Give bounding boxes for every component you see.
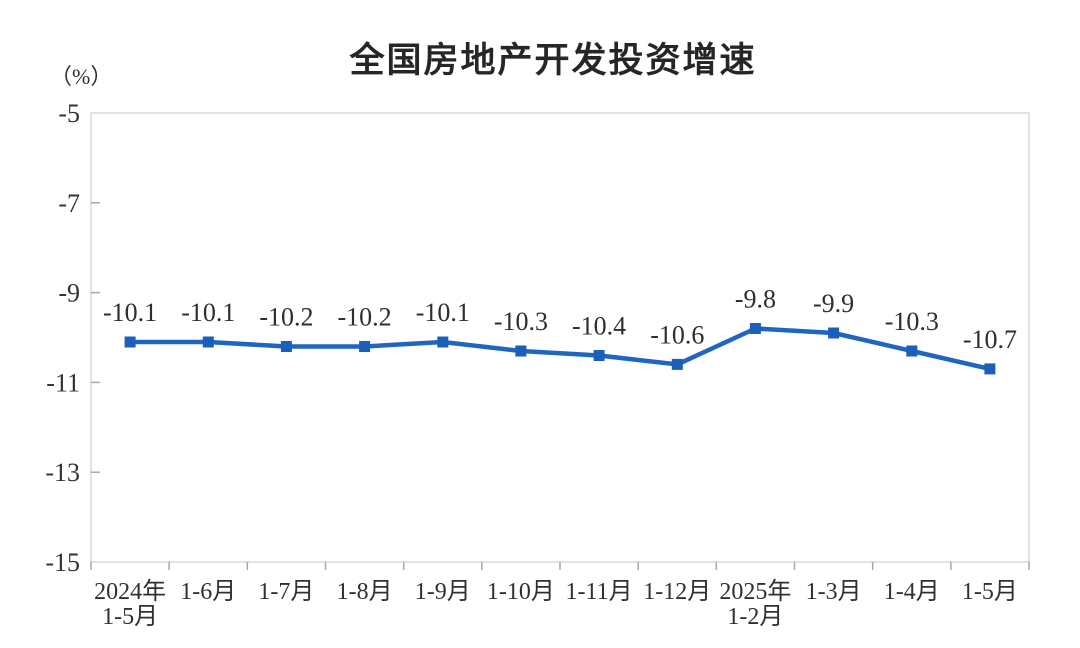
data-point-label: -10.1 xyxy=(416,298,470,327)
data-point-marker xyxy=(202,336,214,348)
x-axis-ticks xyxy=(90,562,1030,570)
y-tick-label: -7 xyxy=(58,189,80,218)
data-series-line xyxy=(127,326,993,372)
y-axis-unit-label: （%） xyxy=(50,64,112,89)
y-tick-label: -5 xyxy=(58,99,80,128)
data-point-markers xyxy=(124,323,996,375)
x-category-label: 1-10月 xyxy=(487,579,555,605)
y-tick-label: -13 xyxy=(45,458,80,487)
data-point-label: -10.3 xyxy=(494,307,548,336)
y-axis-tick-labels: -5 -7 -9 -11 -13 -15 xyxy=(45,99,80,577)
y-tick-label: -15 xyxy=(45,548,80,577)
data-point-marker xyxy=(515,345,527,357)
plot-area-border xyxy=(90,112,1030,563)
x-category-label: 1-8月 xyxy=(337,579,393,605)
x-category-label: 1-6月 xyxy=(180,579,236,605)
data-point-label: -10.1 xyxy=(181,298,235,327)
data-point-marker xyxy=(906,345,918,357)
x-category-label: 1-5月 xyxy=(102,604,158,630)
x-category-label: 1-3月 xyxy=(806,579,862,605)
data-point-label: -9.8 xyxy=(735,285,776,314)
data-point-marker xyxy=(437,336,449,348)
data-point-label: -10.4 xyxy=(572,312,626,341)
data-point-label: -10.1 xyxy=(103,298,157,327)
x-category-label: 1-2月 xyxy=(727,604,783,630)
data-point-marker xyxy=(359,341,371,352)
x-category-label: 1-4月 xyxy=(884,579,940,605)
data-point-labels: -10.1 -10.1 -10.2 -10.2 -10.1 -10.3 -10.4 -10.6… xyxy=(103,285,1017,354)
data-point-label: -10.3 xyxy=(885,307,939,336)
data-point-label: -10.6 xyxy=(650,320,704,349)
data-point-marker xyxy=(749,323,761,334)
data-point-label: -10.2 xyxy=(338,303,392,332)
data-point-marker xyxy=(671,358,683,370)
x-category-label: 1-11月 xyxy=(566,579,633,605)
x-category-label: 1-7月 xyxy=(258,579,314,605)
data-point-marker xyxy=(593,350,605,361)
x-category-label: 1-9月 xyxy=(415,579,471,605)
data-point-label: -10.2 xyxy=(259,303,313,332)
data-point-marker xyxy=(124,336,136,348)
y-axis-ticks xyxy=(91,202,100,473)
x-category-label: 2024年 xyxy=(94,578,166,605)
data-point-marker xyxy=(828,327,840,339)
data-point-label: -10.7 xyxy=(963,325,1017,354)
x-category-label: 2025年 xyxy=(719,578,791,605)
data-point-marker xyxy=(280,341,292,352)
data-point-label: -9.9 xyxy=(813,289,854,318)
x-category-label: 1-5月 xyxy=(962,579,1018,605)
y-tick-label: -9 xyxy=(58,279,80,308)
x-category-label: 1-12月 xyxy=(643,579,711,605)
series-polyline xyxy=(127,326,993,372)
chart-title: 全国房地产开发投资增速 xyxy=(348,40,756,80)
data-point-marker xyxy=(984,363,996,375)
y-tick-label: -11 xyxy=(46,368,80,397)
